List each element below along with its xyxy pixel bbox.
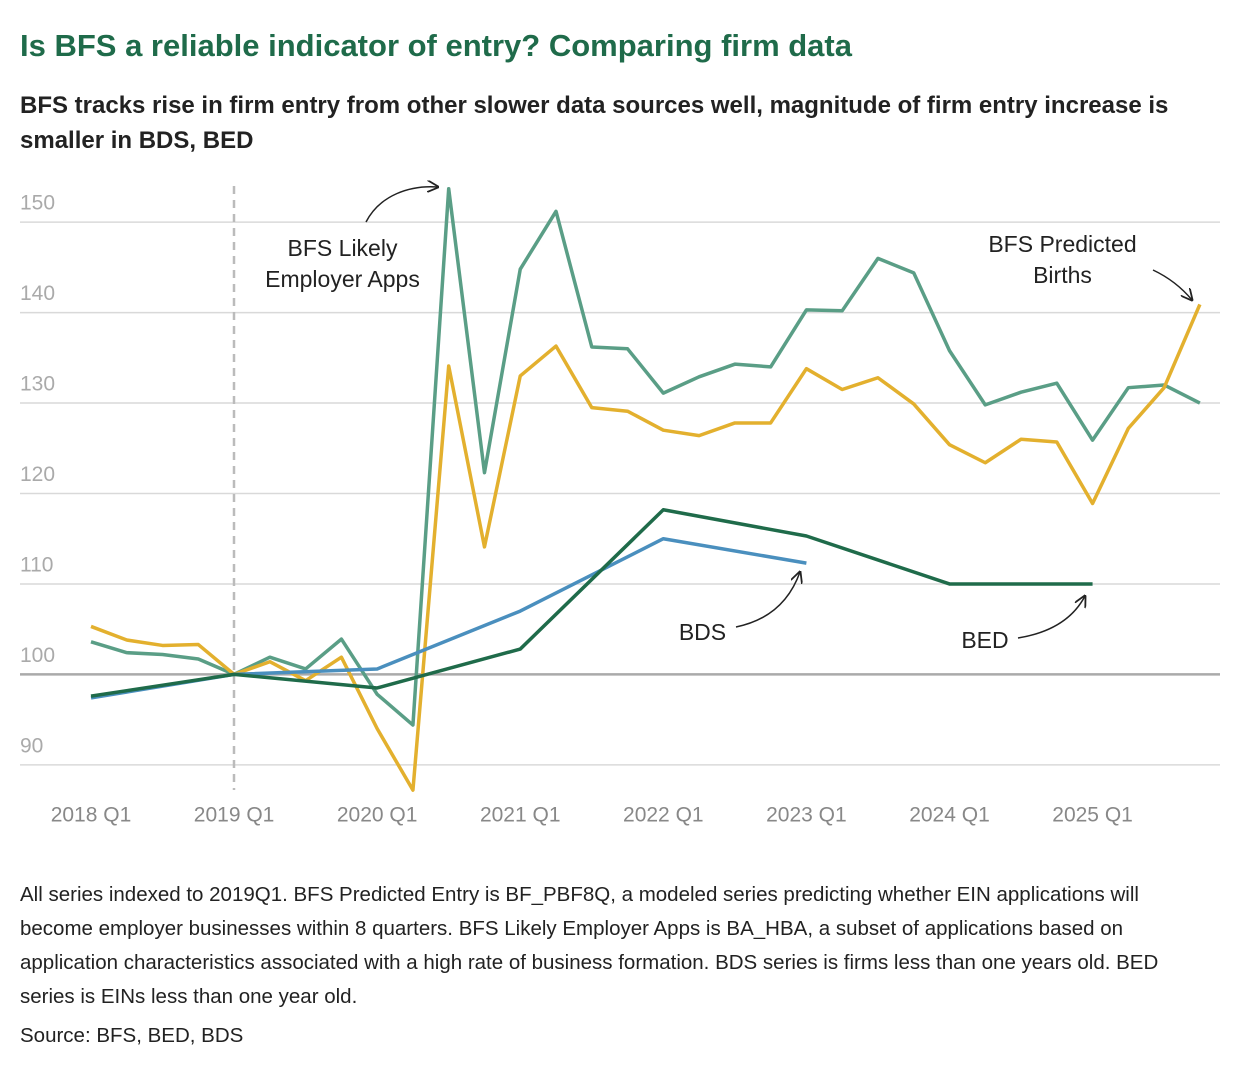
y-tick-label: 100 bbox=[20, 644, 55, 667]
series-line bbox=[90, 303, 1202, 792]
source: Source: BFS, BED, BDS bbox=[20, 1024, 244, 1047]
arrow bbox=[1152, 269, 1192, 300]
chart-title: Is BFS a reliable indicator of entry? Co… bbox=[20, 28, 852, 63]
series-label: BDS bbox=[678, 619, 727, 645]
x-tick-label: 2023 Q1 bbox=[766, 804, 847, 827]
footnote: All series indexed to 2019Q1. BFS Predic… bbox=[20, 883, 1159, 1008]
arrow bbox=[365, 187, 438, 223]
y-tick-label: 150 bbox=[20, 192, 55, 215]
x-tick-label: 2021 Q1 bbox=[480, 804, 561, 827]
arrows bbox=[365, 187, 1192, 639]
x-tick-label: 2024 Q1 bbox=[909, 804, 990, 827]
x-tick-label: 2025 Q1 bbox=[1052, 804, 1133, 827]
chart: 90 100 110 120 130 140 150 2018 Q1 2019 Q1 2020 Q… bbox=[20, 0, 1220, 827]
series-line bbox=[90, 186, 1201, 727]
y-tick-label: 90 bbox=[20, 734, 43, 757]
y-tick-label: 120 bbox=[20, 463, 55, 486]
y-tick-label: 130 bbox=[20, 373, 55, 396]
series-line bbox=[90, 508, 1093, 698]
y-tick-label: 140 bbox=[20, 282, 55, 305]
y-tick-label: 110 bbox=[20, 553, 53, 576]
series-label: BFS Likely Employer Apps bbox=[265, 235, 420, 292]
x-tick-label: 2019 Q1 bbox=[194, 804, 275, 827]
x-tick-label: 2018 Q1 bbox=[51, 804, 132, 827]
series-label: BED bbox=[961, 627, 1009, 653]
arrow bbox=[1017, 596, 1085, 639]
x-tick-label: 2022 Q1 bbox=[623, 804, 704, 827]
arrow bbox=[735, 572, 800, 628]
series-label: BFS Predicted Births bbox=[988, 231, 1137, 288]
chart-subtitle: BFS tracks rise in firm entry from other… bbox=[20, 92, 1169, 154]
x-tick-label: 2020 Q1 bbox=[337, 804, 418, 827]
